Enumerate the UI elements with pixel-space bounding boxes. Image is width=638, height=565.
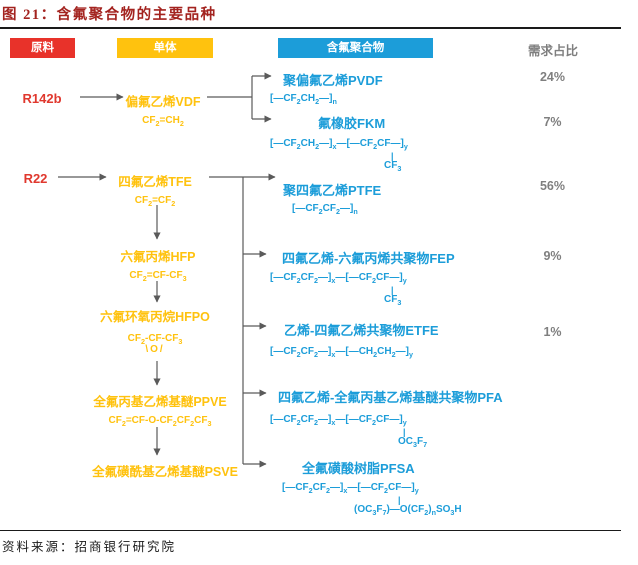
polymer-pvdf: 聚偏氟乙烯PVDF [—CF2CH2—]n (270, 70, 383, 106)
monomer-hfpo: 六氟环氧丙烷HFPO CF2-CF-CF3 \O/ (85, 306, 225, 355)
monomer-formula: CF2=CF-O-CF2CF2CF3 (108, 415, 212, 428)
monomer-formula: CF2-CF-CF3 (127, 333, 183, 346)
pendant-group: (OC3F7)—O(CF2)nSO3H (354, 504, 462, 517)
demand-share-etfe: 1% (543, 325, 562, 339)
raw-material-r142b: R142b (22, 91, 62, 106)
demand-share-ptfe: 56% (539, 179, 566, 193)
source-note: 资料来源：招商银行研究院 (2, 540, 177, 554)
header-raw-material: 原料 (10, 38, 75, 58)
monomer-name: 六氟丙烯HFP (120, 250, 196, 264)
monomer-vdf: 偏氟乙烯VDF CF2=CH2 (103, 91, 223, 128)
pendant-group: CF3 (384, 294, 402, 307)
demand-share-fkm: 7% (543, 115, 562, 129)
polymer-pfsa: 全氟磺酸树脂PFSA [—CF2CF2—]x—[—CF2CF—]y | (OC3… (270, 458, 462, 517)
polymer-etfe: 乙烯-四氟乙烯共聚物ETFE [—CF2CF2—]x—[—CH2CH2—]y (270, 320, 439, 359)
polymer-formula: [—CF2CF2—]n (292, 203, 358, 216)
monomer-name: 偏氟乙烯VDF (125, 95, 201, 109)
monomer-tfe: 四氟乙烯TFE CF2=CF2 (95, 171, 215, 208)
polymer-pfa: 四氟乙烯-全氟丙基乙烯基醚共聚物PFA [—CF2CF2—]x—[—CF2CF—… (270, 387, 503, 449)
polymer-formula: [—CF2CF2—]x—[—CF2CF—]y (270, 272, 407, 285)
polymer-name: 氟橡胶FKM (318, 116, 386, 131)
monomer-name: 六氟环氧丙烷HFPO (100, 310, 210, 324)
polymer-formula: [—CF2CH2—]n (270, 93, 337, 106)
polymer-fkm: 氟橡胶FKM [—CF2CH2—]x—[—CF2CF—]y | CF3 (270, 113, 408, 173)
polymer-fep: 四氟乙烯-六氟丙烯共聚物FEP [—CF2CF2—]x—[—CF2CF—]y |… (270, 248, 455, 307)
monomer-formula: CF2=CF-CF3 (129, 270, 187, 283)
pendant-group: OC3F7 (398, 436, 428, 449)
monomer-hfp: 六氟丙烯HFP CF2=CF-CF3 (93, 246, 223, 283)
header-demand-share: 需求占比 (527, 44, 578, 58)
polymer-formula: [—CF2CH2—]x—[—CF2CF—]y (270, 138, 408, 151)
monomer-epoxide-ring: \O/ (145, 344, 165, 355)
polymer-name: 全氟磺酸树脂PFSA (302, 461, 415, 476)
monomer-name: 全氟丙基乙烯基醚PPVE (93, 395, 227, 409)
monomer-name: 四氟乙烯TFE (118, 175, 192, 189)
raw-material-r22: R22 (23, 171, 48, 186)
polymer-formula: [—CF2CF2—]x—[—CF2CF—]y (282, 482, 419, 495)
top-rule (0, 27, 621, 29)
header-fluoropolymer: 含氟聚合物 (278, 38, 433, 58)
monomer-ppve: 全氟丙基乙烯基醚PPVE CF2=CF-O-CF2CF2CF3 (75, 391, 245, 428)
pendant-group: CF3 (384, 160, 402, 173)
polymer-formula: [—CF2CF2—]x—[—CH2CH2—]y (270, 346, 413, 359)
polymer-name: 乙烯-四氟乙烯共聚物ETFE (284, 323, 439, 338)
pendant-bond: | (398, 495, 401, 505)
polymer-formula: [—CF2CF2—]x—[—CF2CF—]y (270, 414, 407, 427)
polymer-name: 聚四氟乙烯PTFE (283, 183, 382, 198)
pendant-bond: | (403, 427, 406, 437)
polymer-name: 四氟乙烯-全氟丙基乙烯基醚共聚物PFA (278, 390, 503, 405)
polymer-name: 四氟乙烯-六氟丙烯共聚物FEP (282, 251, 455, 266)
pendant-bond: | (391, 151, 394, 161)
monomer-psve: 全氟磺酰基乙烯基醚PSVE (65, 461, 265, 480)
demand-share-fep: 9% (543, 249, 562, 263)
monomer-name: 全氟磺酰基乙烯基醚PSVE (92, 465, 238, 479)
header-monomer: 单体 (117, 38, 213, 58)
monomer-formula: CF2=CH2 (142, 115, 184, 128)
monomer-formula: CF2=CF2 (134, 195, 176, 208)
figure-title: 图 21：含氟聚合物的主要品种 (2, 7, 217, 23)
demand-share-pvdf: 24% (539, 70, 566, 84)
bottom-rule (0, 530, 621, 531)
polymer-ptfe: 聚四氟乙烯PTFE [—CF2CF2—]n (270, 180, 382, 216)
polymer-name: 聚偏氟乙烯PVDF (283, 73, 383, 88)
pendant-bond: | (391, 285, 394, 295)
